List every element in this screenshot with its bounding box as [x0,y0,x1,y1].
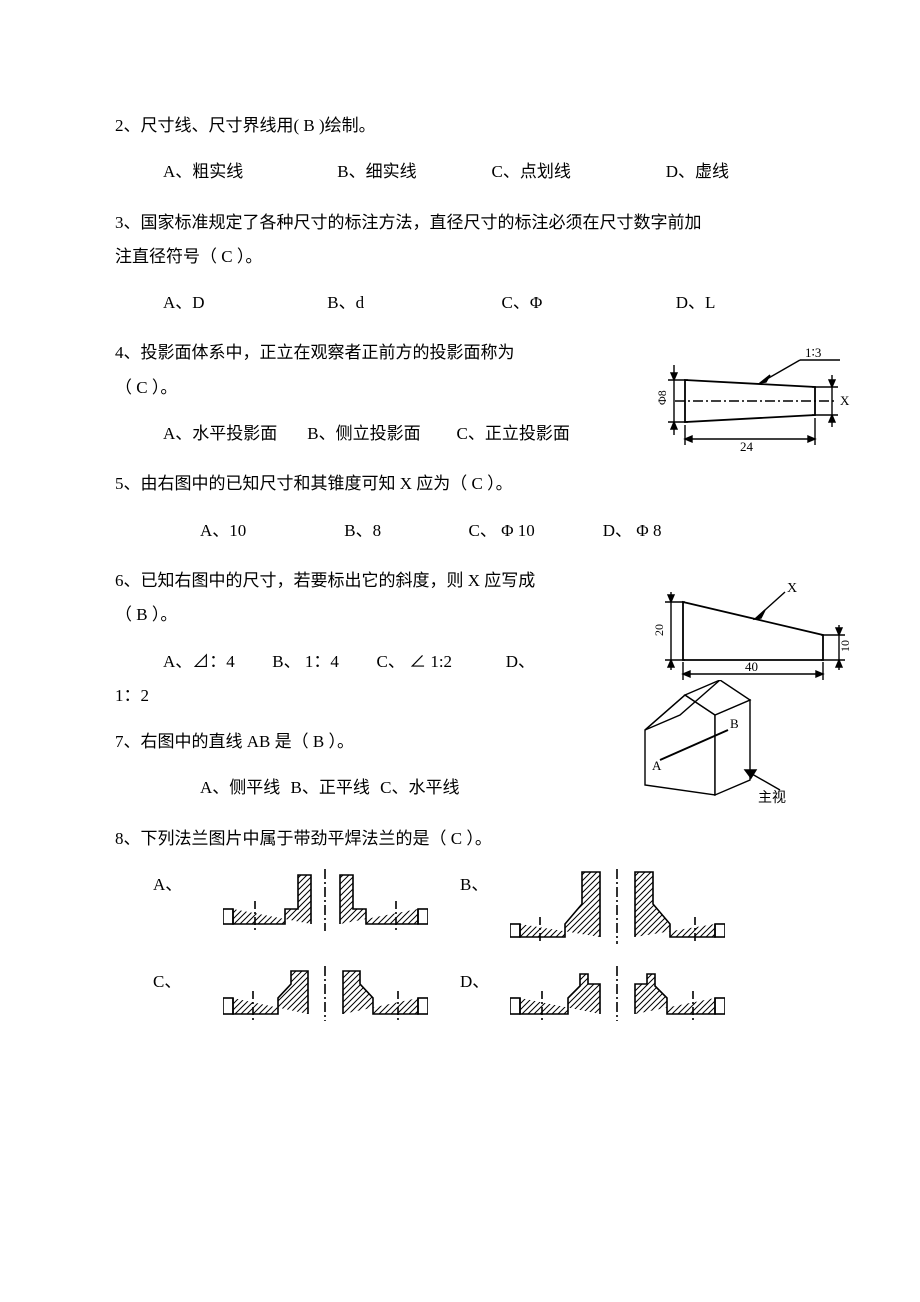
q2-opt-d: D、虚线 [666,156,729,188]
question-3-line2: 注直径符号（ C ）。 [115,241,805,273]
svg-text:X: X [787,581,797,596]
q5-options: A、10 B、8 C、 Φ 10 D、 Φ 8 [115,515,805,547]
q3-text2: 注直径符号（ C ）。 [115,247,262,266]
svg-text:10: 10 [838,640,852,652]
q7-text: 7、右图中的直线 AB 是（ B ）。 [115,732,354,751]
q5-text: 5、由右图中的已知尺寸和其锥度可知 X 应为（ C ）。 [115,474,513,493]
slope-figure: 20 10 40 X [645,580,860,685]
q2-opt-a: A、粗实线 [163,156,333,188]
q6-text1: 6、已知右图中的尺寸，若要标出它的斜度，则 X 应写成 [115,571,535,590]
q8-label-a: A、 [115,869,223,901]
q6-opt-c: C、 ∠ 1:2 [377,646,502,678]
q3-opt-a: A、D [163,287,323,319]
q6-opt-a: A、⊿：4 [163,646,268,678]
flange-figure-d [510,966,725,1021]
q5-opt-b: B、8 [344,515,464,547]
q8-label-d: D、 [460,966,510,998]
q3-opt-d: D、L [676,287,716,319]
q4-opt-b: B、侧立投影面 [307,418,452,450]
q6-optd2: 1：2 [115,686,149,705]
q2-opt-b: B、细实线 [337,156,487,188]
question-2: 2、尺寸线、尺寸界线用( B )绘制。 [115,110,805,142]
svg-text:主视: 主视 [758,790,786,806]
q3-opt-b: B、d [327,287,497,319]
svg-text:Φ8: Φ8 [655,390,669,405]
flange-figure-a [223,869,428,931]
flange-figure-c [223,966,428,1021]
q8-label-c: C、 [115,966,223,998]
svg-text:A: A [652,758,662,773]
question-3-line1: 3、国家标准规定了各种尺寸的标注方法，直径尺寸的标注必须在尺寸数字前加 [115,207,805,239]
q3-options: A、D B、d C、Φ D、L [115,287,805,319]
q5-opt-a: A、10 [200,515,340,547]
q4-text1: 4、投影面体系中，正立在观察者正前方的投影面称为 [115,343,515,362]
iso-figure: A B 主视 [630,680,805,810]
svg-text:20: 20 [652,624,666,636]
q6-opt-b: B、 1：4 [272,646,372,678]
question-5: 5、由右图中的已知尺寸和其锥度可知 X 应为（ C ）。 [115,468,805,500]
q2-text: 2、尺寸线、尺寸界线用( B )绘制。 [115,116,376,135]
svg-text:X: X [840,393,850,408]
question-8: 8、下列法兰图片中属于带劲平焊法兰的是（ C ）。 [115,823,805,855]
svg-text:24: 24 [740,439,754,454]
svg-text:1∶3: 1∶3 [805,345,821,360]
q8-text: 8、下列法兰图片中属于带劲平焊法兰的是（ C ）。 [115,829,492,848]
flange-grid: A、 B、 [115,869,805,1021]
q4-opt-a: A、水平投影面 [163,418,303,450]
q5-opt-c: C、 Φ 10 [469,515,599,547]
q4-text2: （ C ）。 [115,378,177,397]
q4-opt-c: C、正立投影面 [457,418,570,450]
cone-figure: Φ8 X 24 1∶3 [640,345,860,455]
q2-opt-c: C、点划线 [492,156,662,188]
svg-text:B: B [730,716,739,731]
svg-text:40: 40 [745,659,758,674]
q5-opt-d: D、 Φ 8 [603,515,662,547]
q3-opt-c: C、Φ [502,287,672,319]
flange-figure-b [510,869,725,944]
q6-opt-d: D、 [506,646,535,678]
q8-label-b: B、 [460,869,510,901]
q6-text2: （ B ）。 [115,605,177,624]
q3-text1: 3、国家标准规定了各种尺寸的标注方法，直径尺寸的标注必须在尺寸数字前加 [115,213,702,232]
q7-opt-c: C、水平线 [380,772,459,804]
q7-opt-a: A、侧平线 [200,772,280,804]
q2-options: A、粗实线 B、细实线 C、点划线 D、虚线 [115,156,805,188]
q7-opt-b: B、正平线 [291,772,370,804]
